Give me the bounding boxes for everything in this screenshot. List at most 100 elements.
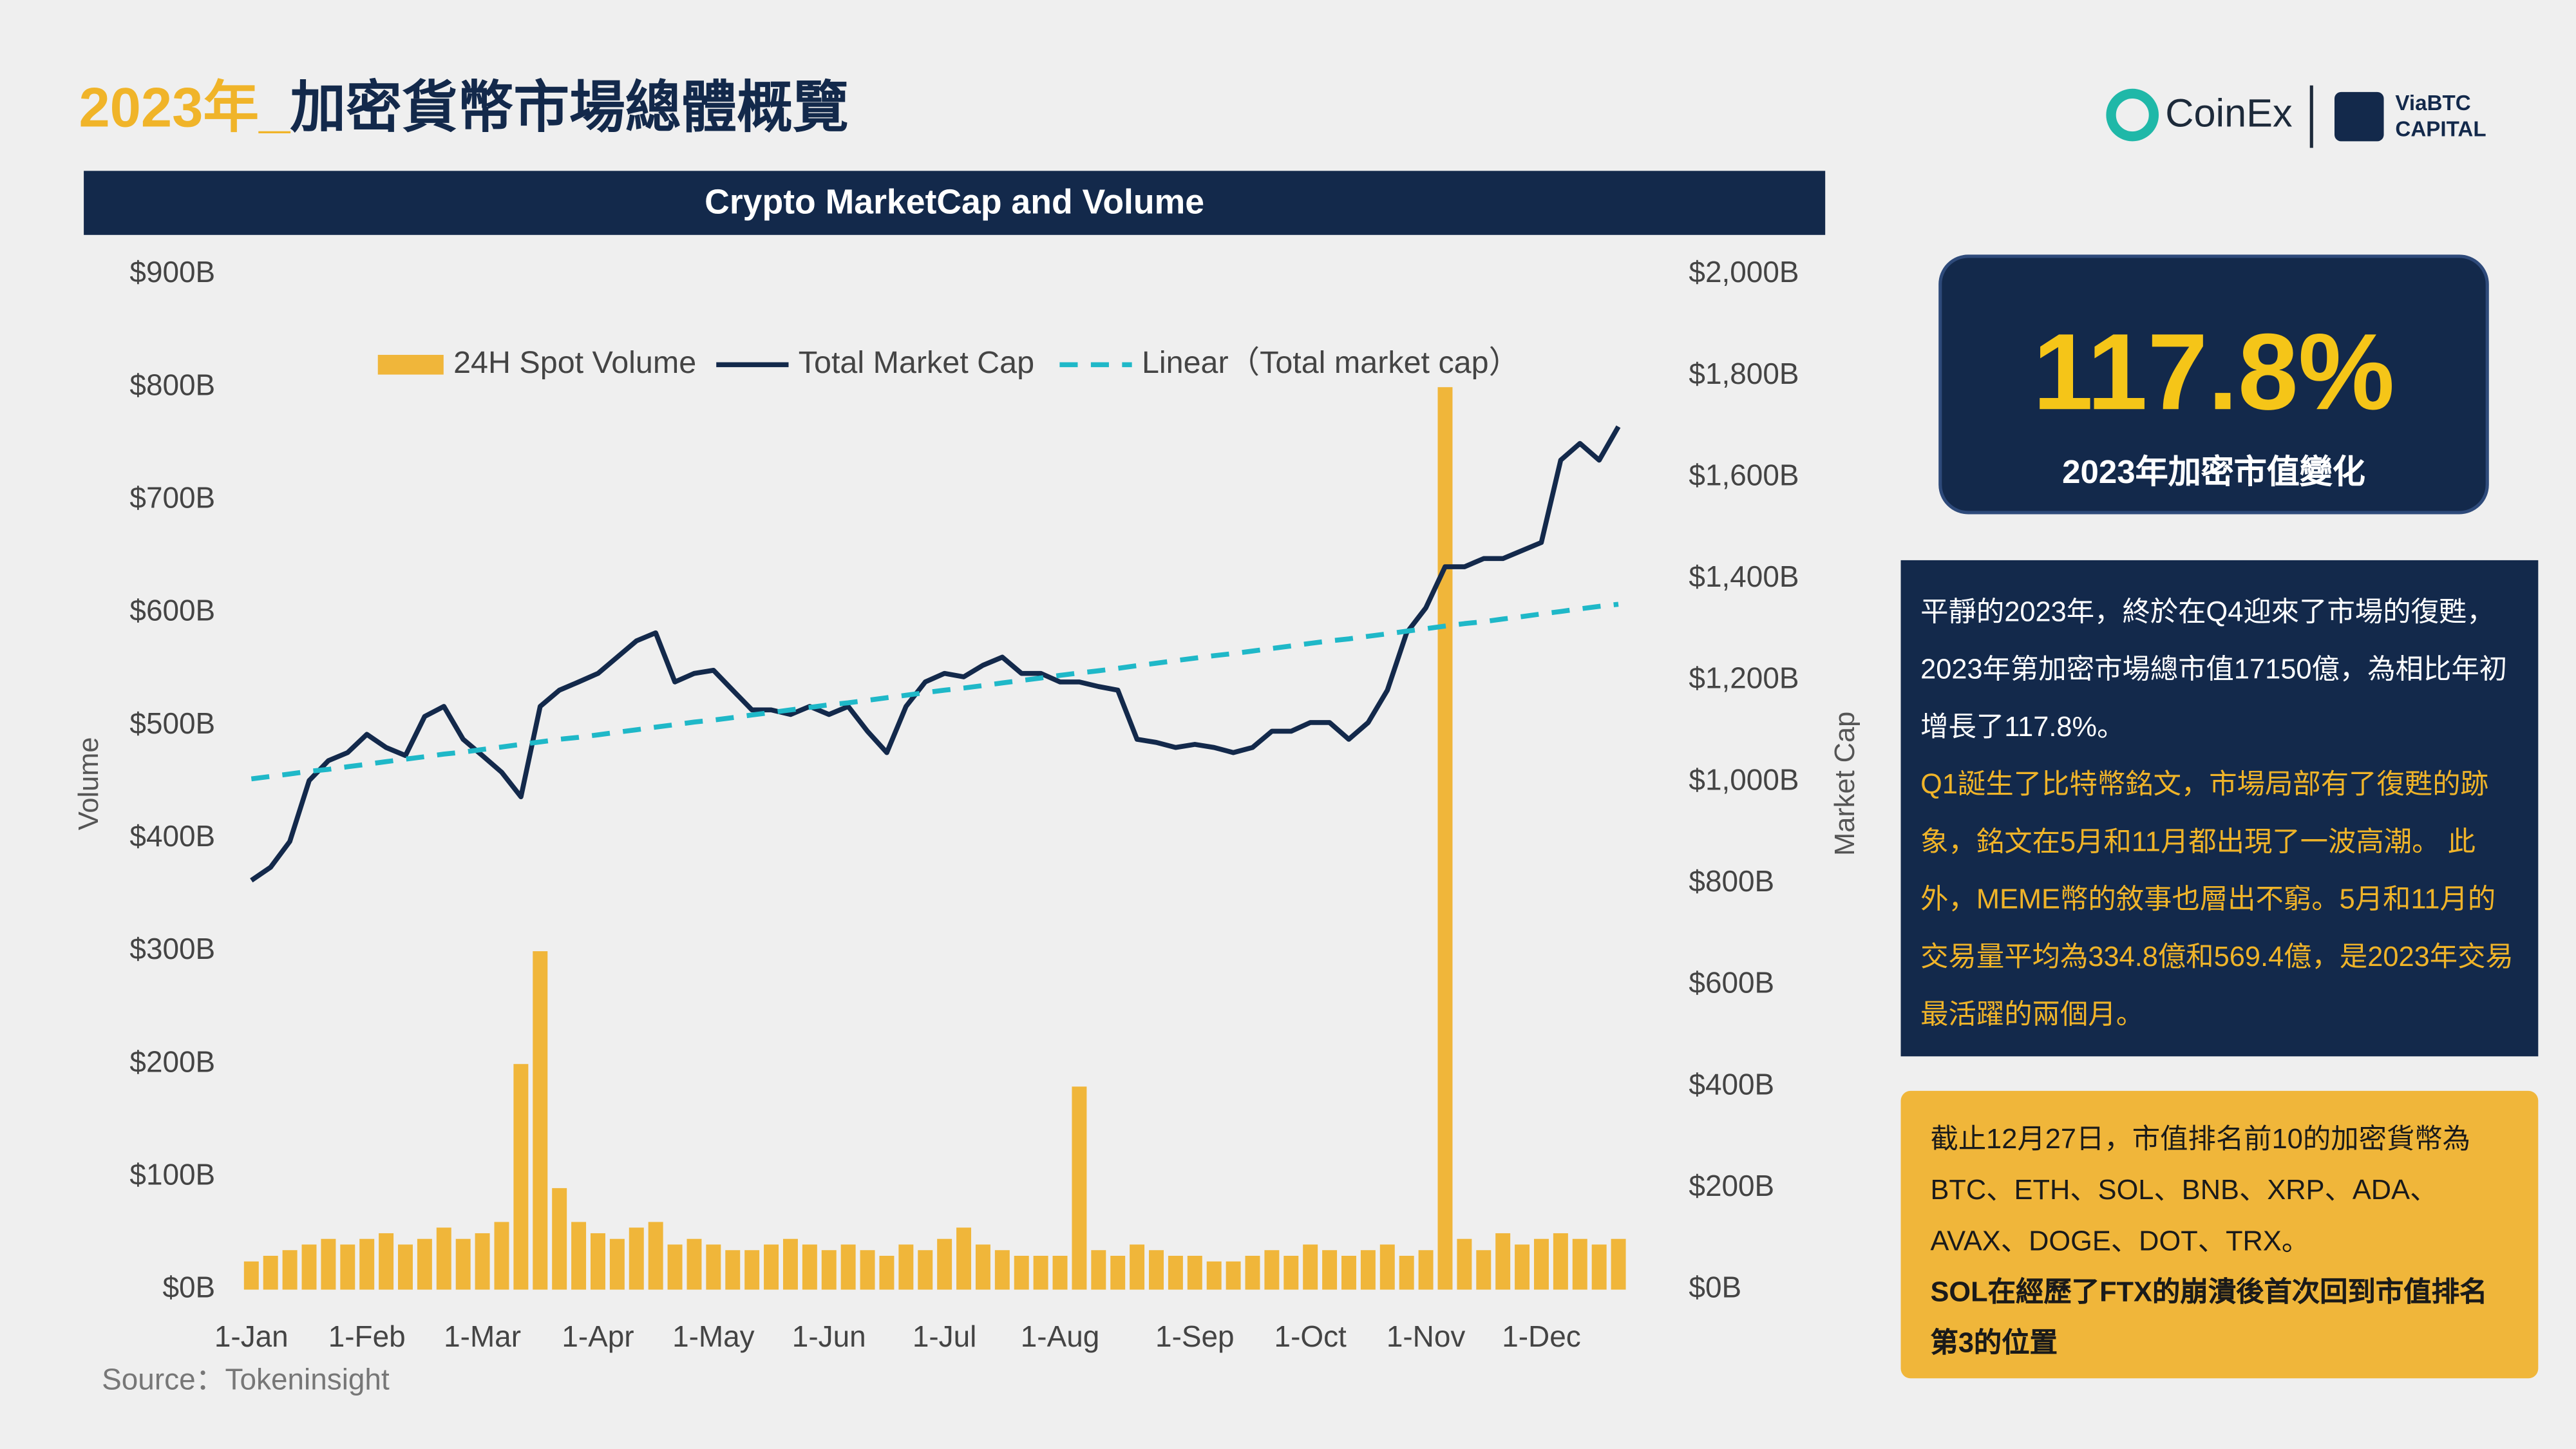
y-tick-label: $0B	[162, 1271, 215, 1304]
volume-bar	[840, 1244, 856, 1290]
y2-tick-label: $400B	[1689, 1067, 1774, 1101]
volume-bar	[1360, 1250, 1376, 1290]
volume-bar	[494, 1222, 509, 1290]
volume-bar	[455, 1238, 471, 1290]
volume-bar	[687, 1238, 702, 1290]
x-tick-label: 1-Nov	[1387, 1320, 1466, 1353]
volume-bar	[1437, 387, 1453, 1290]
volume-bar	[1303, 1244, 1318, 1290]
volume-bar	[1206, 1261, 1222, 1290]
x-tick-label: 1-Oct	[1274, 1320, 1347, 1353]
viabtc-icon	[2334, 91, 2384, 142]
y-tick-label: $600B	[129, 594, 215, 627]
viabtc-sub: CAPITAL	[2395, 117, 2486, 142]
legend-swatch	[377, 355, 444, 375]
legend-label: 24H Spot Volume	[453, 345, 696, 380]
volume-bar	[1515, 1244, 1530, 1290]
volume-bar	[1533, 1238, 1549, 1290]
ranking-highlight: SOL在經歷了FTX的崩潰後首次回到市值排名第3的位置	[1930, 1276, 2488, 1359]
volume-bar	[475, 1233, 490, 1290]
volume-bar	[398, 1244, 413, 1290]
y2-tick-label: $1,200B	[1689, 661, 1799, 695]
x-tick-label: 1-Jan	[214, 1320, 289, 1353]
volume-bar	[1553, 1233, 1568, 1290]
summary-card: 117.8% 2023年加密市值變化	[1938, 254, 2489, 515]
volume-bar	[764, 1244, 779, 1290]
volume-bar	[629, 1227, 644, 1290]
viabtc-logo: ViaBTC CAPITAL	[2395, 90, 2486, 143]
volume-bar	[1457, 1238, 1472, 1290]
volume-bar	[1379, 1244, 1395, 1290]
volume-bar	[1245, 1256, 1260, 1290]
chart: Volume Market Cap Source：Tokeninsight $0…	[73, 255, 1861, 1396]
market-cap-line	[250, 425, 1621, 883]
volume-bar	[571, 1222, 587, 1290]
volume-bar	[1418, 1250, 1434, 1290]
y2-tick-label: $200B	[1689, 1169, 1774, 1202]
coinex-icon	[2106, 88, 2159, 142]
coinex-logo: CoinEx	[2165, 91, 2293, 137]
y2-tick-label: $0B	[1689, 1271, 1741, 1304]
volume-bar	[590, 1233, 605, 1290]
volume-bar	[1476, 1250, 1492, 1290]
volume-bar	[340, 1244, 355, 1290]
y-tick-label: $400B	[129, 819, 215, 853]
volume-bar	[782, 1238, 798, 1290]
y-tick-label: $200B	[129, 1045, 215, 1078]
x-tick-label: 1-May	[672, 1320, 755, 1353]
volume-bar	[898, 1244, 914, 1290]
volume-bar	[1130, 1244, 1145, 1290]
volume-bar	[956, 1227, 972, 1290]
volume-bar	[417, 1238, 432, 1290]
volume-bar	[436, 1227, 451, 1290]
volume-bar	[860, 1250, 875, 1290]
volume-bar	[243, 1261, 259, 1290]
volume-bar	[706, 1244, 721, 1290]
y-tick-label: $800B	[129, 368, 215, 401]
x-tick-label: 1-Sep	[1155, 1320, 1235, 1353]
y-tick-label: $100B	[129, 1158, 215, 1191]
note-box: 平靜的2023年，終於在Q4迎來了市場的復甦，2023年第加密市場總市值1715…	[1900, 560, 2539, 1057]
volume-bar	[1187, 1256, 1202, 1290]
volume-bar	[744, 1250, 760, 1290]
volume-bar	[359, 1238, 375, 1290]
volume-bar	[1052, 1256, 1068, 1290]
volume-bar	[1283, 1256, 1299, 1290]
volume-bar	[1149, 1250, 1164, 1290]
y2-tick-label: $600B	[1689, 966, 1774, 999]
volume-bar	[1091, 1250, 1106, 1290]
x-tick-label: 1-Aug	[1021, 1320, 1100, 1353]
y2-tick-label: $1,800B	[1689, 357, 1799, 390]
volume-bar	[1110, 1256, 1126, 1290]
ranking-box: 截止12月27日，市值排名前10的加密貨幣為BTC、ETH、SOL、BNB、XR…	[1900, 1090, 2539, 1379]
chart-title: Crypto MarketCap and Volume	[84, 171, 1826, 235]
y-tick-label: $300B	[129, 932, 215, 965]
y-tick-label: $700B	[129, 480, 215, 514]
volume-bar	[282, 1250, 298, 1290]
y-axis-title: Volume	[73, 737, 104, 831]
volume-bar	[975, 1244, 990, 1290]
volume-bar	[1226, 1261, 1241, 1290]
y-tick-label: $500B	[129, 706, 215, 740]
volume-bar	[994, 1250, 1010, 1290]
volume-bar	[1341, 1256, 1356, 1290]
y2-tick-label: $800B	[1689, 864, 1774, 898]
volume-bar	[725, 1250, 741, 1290]
x-tick-label: 1-Dec	[1502, 1320, 1580, 1353]
legend-label: Total Market Cap	[799, 345, 1034, 380]
y2-tick-label: $2,000B	[1689, 255, 1799, 289]
volume-bar	[1495, 1233, 1511, 1290]
y2-tick-label: $1,000B	[1689, 762, 1799, 796]
volume-bar	[1264, 1250, 1280, 1290]
volume-bar	[821, 1250, 837, 1290]
x-tick-label: 1-Jun	[792, 1320, 866, 1353]
volume-bar	[648, 1222, 663, 1290]
viabtc-name: ViaBTC	[2395, 90, 2471, 115]
volume-bar	[667, 1244, 683, 1290]
volume-bar	[1611, 1238, 1626, 1290]
trend-line	[251, 601, 1619, 782]
source: Source：Tokeninsight	[102, 1363, 390, 1396]
volume-bar	[918, 1250, 933, 1290]
